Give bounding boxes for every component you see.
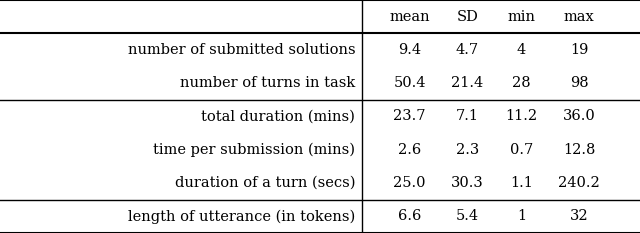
Text: 7.1: 7.1 — [456, 110, 479, 123]
Text: time per submission (mins): time per submission (mins) — [153, 143, 355, 157]
Text: max: max — [564, 10, 595, 24]
Text: length of utterance (in tokens): length of utterance (in tokens) — [128, 209, 355, 223]
Text: 23.7: 23.7 — [394, 110, 426, 123]
Text: 28: 28 — [512, 76, 531, 90]
Text: number of submitted solutions: number of submitted solutions — [127, 43, 355, 57]
Text: min: min — [508, 10, 536, 24]
Text: 21.4: 21.4 — [451, 76, 483, 90]
Text: SD: SD — [456, 10, 478, 24]
Text: 50.4: 50.4 — [394, 76, 426, 90]
Text: 25.0: 25.0 — [394, 176, 426, 190]
Text: 2.6: 2.6 — [398, 143, 421, 157]
Text: 30.3: 30.3 — [451, 176, 484, 190]
Text: mean: mean — [389, 10, 430, 24]
Text: 12.8: 12.8 — [563, 143, 595, 157]
Text: 98: 98 — [570, 76, 589, 90]
Text: 2.3: 2.3 — [456, 143, 479, 157]
Text: 0.7: 0.7 — [510, 143, 533, 157]
Text: 11.2: 11.2 — [506, 110, 538, 123]
Text: number of turns in task: number of turns in task — [180, 76, 355, 90]
Text: 5.4: 5.4 — [456, 209, 479, 223]
Text: 1.1: 1.1 — [510, 176, 533, 190]
Text: 32: 32 — [570, 209, 589, 223]
Text: duration of a turn (secs): duration of a turn (secs) — [175, 176, 355, 190]
Text: 240.2: 240.2 — [558, 176, 600, 190]
Text: 6.6: 6.6 — [398, 209, 421, 223]
Text: 1: 1 — [517, 209, 526, 223]
Text: 4.7: 4.7 — [456, 43, 479, 57]
Text: 4: 4 — [517, 43, 526, 57]
Text: 9.4: 9.4 — [398, 43, 421, 57]
Text: 19: 19 — [570, 43, 588, 57]
Text: 36.0: 36.0 — [563, 110, 596, 123]
Text: total duration (mins): total duration (mins) — [202, 110, 355, 123]
